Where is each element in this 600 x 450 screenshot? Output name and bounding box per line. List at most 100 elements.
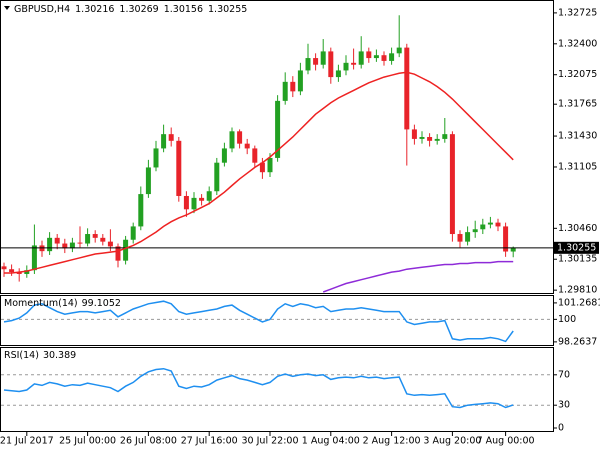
candle-body bbox=[282, 81, 288, 101]
candle-body bbox=[92, 234, 98, 238]
x-tick-label: 1 Aug 04:00 bbox=[302, 436, 360, 447]
plot-area bbox=[1, 15, 553, 293]
indicator-header: RSI(14) 30.389 bbox=[4, 350, 76, 361]
candle-body bbox=[503, 226, 509, 252]
y-tick-label: 1.31430 bbox=[558, 131, 597, 142]
y-tick-label: 1.29810 bbox=[558, 285, 597, 296]
candle-body bbox=[495, 222, 501, 227]
candle-body bbox=[107, 241, 113, 247]
x-tick-label: 27 Jul 16:00 bbox=[181, 436, 238, 447]
panel-frame bbox=[0, 295, 554, 346]
candle-body bbox=[449, 134, 455, 235]
x-tick-label: 21 Jul 2017 bbox=[0, 436, 54, 447]
y-tick-label: 1.32075 bbox=[558, 69, 597, 80]
panel-frame bbox=[0, 0, 554, 294]
candle-body bbox=[47, 237, 53, 252]
candle-body bbox=[465, 232, 471, 242]
candle-body bbox=[85, 234, 91, 244]
candle-body bbox=[351, 62, 357, 65]
candle-body bbox=[206, 191, 212, 201]
y-tick-label: 1.32400 bbox=[558, 38, 597, 49]
indicator-name: Momentum(14) bbox=[4, 298, 78, 309]
x-tick-label: 7 Aug 00:00 bbox=[477, 436, 535, 447]
plot-area bbox=[1, 300, 553, 343]
candle-body bbox=[373, 55, 379, 59]
candle-body bbox=[62, 243, 68, 249]
y-tick-label: 98.2637 bbox=[558, 336, 597, 347]
candle-body bbox=[252, 148, 258, 163]
candle-body bbox=[77, 242, 83, 244]
candle-body bbox=[199, 197, 205, 201]
candle-body bbox=[396, 47, 402, 54]
candle-body bbox=[487, 222, 493, 225]
x-tick-label: 2 Aug 12:00 bbox=[363, 436, 421, 447]
candle-body bbox=[16, 272, 22, 274]
price-box bbox=[553, 241, 599, 254]
y-tick-label: 1.30135 bbox=[558, 254, 597, 265]
candle-body bbox=[24, 270, 30, 274]
y-tick-label: 0 bbox=[558, 423, 564, 434]
candle-body bbox=[9, 269, 15, 273]
candle-body bbox=[267, 157, 273, 173]
x-tick-label: 30 Jul 22:00 bbox=[242, 436, 299, 447]
y-tick-label: 1.31765 bbox=[558, 99, 597, 110]
candle-body bbox=[229, 131, 235, 149]
y-tick-label: 30 bbox=[558, 400, 570, 411]
line-series bbox=[322, 260, 514, 293]
candle-body bbox=[244, 143, 250, 149]
y-tick-label: 1.30460 bbox=[558, 223, 597, 234]
ohlc-close: 1.30255 bbox=[208, 4, 247, 15]
candle-body bbox=[457, 234, 463, 242]
candle-body bbox=[153, 148, 159, 168]
y-tick-label: 1.31105 bbox=[558, 161, 597, 172]
candle-body bbox=[145, 167, 151, 195]
plot-area bbox=[1, 367, 553, 409]
chart-header: GBPUSD,H4 1.30216 1.30269 1.30156 1.30255 bbox=[14, 4, 247, 15]
candle-body bbox=[320, 51, 326, 65]
ohlc-low: 1.30156 bbox=[164, 4, 203, 15]
candle-body bbox=[176, 140, 182, 196]
candle-body bbox=[343, 62, 349, 71]
candle-body bbox=[237, 131, 243, 144]
y-tick-label: 1.32725 bbox=[558, 7, 597, 18]
candle-body bbox=[404, 47, 410, 130]
candle-body bbox=[183, 195, 189, 210]
candle-body bbox=[472, 229, 478, 233]
ohlc-high: 1.30269 bbox=[119, 4, 158, 15]
indicator-value: 99.1052 bbox=[82, 298, 121, 309]
line-series bbox=[3, 300, 514, 343]
candle-body bbox=[434, 138, 440, 141]
x-tick-label: 25 Jul 00:00 bbox=[59, 436, 116, 447]
candle-body bbox=[191, 197, 197, 210]
candle-body bbox=[419, 137, 425, 139]
candle-body bbox=[130, 226, 136, 240]
candle-body bbox=[335, 70, 341, 78]
candle-body bbox=[259, 162, 265, 173]
indicator-header: Momentum(14) 99.1052 bbox=[4, 298, 121, 309]
candle-body bbox=[161, 134, 167, 149]
indicator-value: 30.389 bbox=[43, 350, 76, 361]
candle-body bbox=[313, 58, 319, 65]
candle-body bbox=[54, 237, 60, 244]
candle-body bbox=[69, 242, 75, 249]
candle-body bbox=[115, 246, 121, 261]
x-tick-label: 3 Aug 20:00 bbox=[423, 436, 481, 447]
candle-body bbox=[297, 70, 303, 92]
symbol: GBPUSD,H4 bbox=[14, 4, 70, 15]
candle-body bbox=[290, 81, 296, 92]
candle-body bbox=[275, 100, 281, 158]
candle-body bbox=[480, 224, 486, 230]
candle-body bbox=[1, 266, 7, 270]
candle-body bbox=[381, 55, 387, 61]
ohlc-open: 1.30216 bbox=[75, 4, 114, 15]
candle-body bbox=[214, 162, 220, 192]
y-tick-label: 70 bbox=[558, 369, 570, 380]
candle-body bbox=[411, 129, 417, 139]
candle-body bbox=[305, 58, 311, 71]
y-tick-label: 101.2681 bbox=[558, 297, 600, 308]
candle-body bbox=[100, 237, 106, 242]
candle-body bbox=[389, 53, 395, 61]
x-tick-label: 26 Jul 08:00 bbox=[120, 436, 177, 447]
